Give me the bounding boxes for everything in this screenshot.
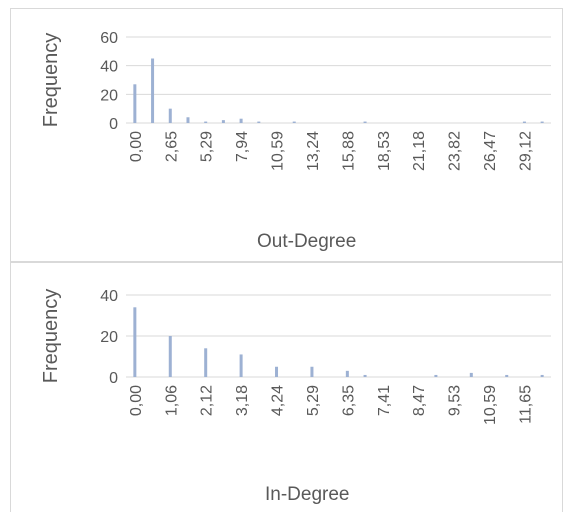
x-tick-label: 2,12 [199, 385, 216, 416]
x-tick-label: 5,29 [305, 385, 322, 416]
bar [257, 121, 261, 123]
y-tick-label: 60 [100, 30, 118, 47]
bar [292, 121, 296, 123]
y-tick-label: 40 [100, 59, 118, 76]
x-tick-label: 0,00 [128, 385, 145, 416]
bar [151, 58, 155, 123]
y-axis-title: Frequency [40, 33, 62, 128]
bar [239, 354, 243, 377]
out-degree-x-axis-title: Out-Degree [257, 231, 357, 252]
x-tick-label: 7,94 [234, 131, 251, 162]
y-axis-title: Frequency [40, 289, 62, 384]
x-tick-label: 13,24 [305, 131, 322, 171]
bar [540, 121, 544, 123]
bar [133, 307, 137, 377]
x-tick-label: 18,53 [376, 131, 393, 171]
x-tick-label: 23,82 [447, 131, 464, 171]
in-degree-chart: 0 20 40 0,00 1,06 2,12 3,18 4,24 5,29 6,35 7,41 8,4… [10, 262, 563, 512]
x-tick-label: 8,47 [411, 385, 428, 416]
x-tick-label: 4,24 [270, 385, 287, 416]
y-tick-label: 0 [109, 116, 118, 133]
bar [204, 121, 208, 123]
bar [168, 336, 172, 377]
out-degree-chart: 0 20 40 60 0,00 2,65 5,29 7,94 10,59 13,24 15,88 18… [10, 8, 563, 262]
y-tick-label: 20 [100, 329, 118, 346]
x-tick-label: 10,59 [482, 385, 499, 425]
bar [186, 117, 190, 123]
x-tick-label: 5,29 [199, 131, 216, 162]
bar [363, 374, 367, 377]
y-tick-label: 40 [100, 288, 118, 305]
bar [239, 118, 243, 123]
bar [310, 366, 314, 377]
bar [345, 370, 349, 377]
bar [522, 121, 526, 123]
bar [168, 108, 172, 123]
x-tick-label: 6,35 [340, 385, 357, 416]
bar [363, 121, 367, 123]
x-tick-label: 26,47 [482, 131, 499, 171]
bar [505, 374, 509, 377]
x-tick-label: 2,65 [163, 131, 180, 162]
x-tick-label: 21,18 [411, 131, 428, 171]
x-tick-label: 29,12 [517, 131, 534, 171]
x-tick-label: 9,53 [447, 385, 464, 416]
in-degree-plot: 0 20 40 0,00 1,06 2,12 3,18 4,24 5,29 6,35 7,41 8,4… [40, 288, 551, 425]
x-tick-label: 0,00 [128, 131, 145, 162]
out-degree-plot: 0 20 40 60 0,00 2,65 5,29 7,94 10,59 13,24 15,88 18… [40, 30, 551, 171]
x-tick-label: 3,18 [234, 385, 251, 416]
x-tick-label: 10,59 [270, 131, 287, 171]
y-tick-label: 0 [109, 370, 118, 387]
in-degree-x-axis-title: In-Degree [265, 484, 350, 505]
bar [469, 372, 473, 377]
y-tick-label: 20 [100, 87, 118, 104]
x-tick-label: 7,41 [376, 385, 393, 416]
bar [275, 366, 279, 377]
x-tick-label: 11,65 [517, 385, 534, 424]
bar [133, 84, 137, 123]
bar [434, 374, 438, 377]
bar [204, 348, 208, 377]
x-tick-label: 1,06 [163, 385, 180, 416]
bar [540, 374, 544, 377]
bar [221, 120, 225, 123]
x-tick-label: 15,88 [340, 131, 357, 171]
